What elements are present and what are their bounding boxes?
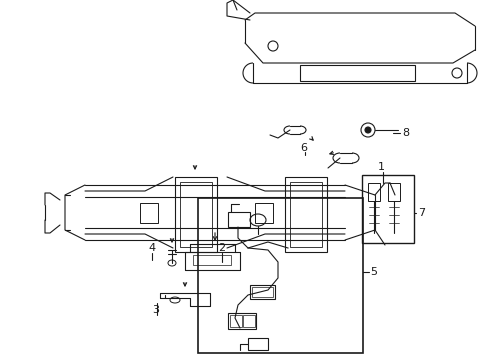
Text: 2: 2 bbox=[218, 243, 224, 253]
Bar bbox=[198, 198, 362, 353]
Bar bbox=[254, 203, 272, 223]
Bar bbox=[285, 177, 326, 252]
Bar bbox=[180, 182, 212, 247]
Bar bbox=[299, 65, 414, 81]
Text: 6: 6 bbox=[299, 143, 306, 153]
Bar bbox=[175, 177, 217, 252]
Text: 4: 4 bbox=[148, 243, 155, 253]
Bar bbox=[387, 183, 399, 201]
Bar bbox=[361, 175, 413, 243]
Text: 8: 8 bbox=[401, 128, 408, 138]
Ellipse shape bbox=[364, 127, 370, 133]
Bar bbox=[243, 315, 254, 327]
Bar bbox=[227, 313, 256, 329]
Bar bbox=[251, 287, 272, 297]
Bar bbox=[227, 212, 249, 227]
Text: 1: 1 bbox=[377, 162, 384, 172]
Bar bbox=[229, 315, 242, 327]
Bar bbox=[140, 203, 158, 223]
Text: 5: 5 bbox=[369, 267, 376, 277]
Bar bbox=[289, 182, 321, 247]
Bar bbox=[193, 255, 230, 265]
Bar bbox=[367, 183, 379, 201]
Bar bbox=[249, 285, 274, 299]
Bar bbox=[247, 338, 267, 350]
Text: 3: 3 bbox=[152, 305, 159, 315]
Text: 7: 7 bbox=[417, 208, 424, 218]
